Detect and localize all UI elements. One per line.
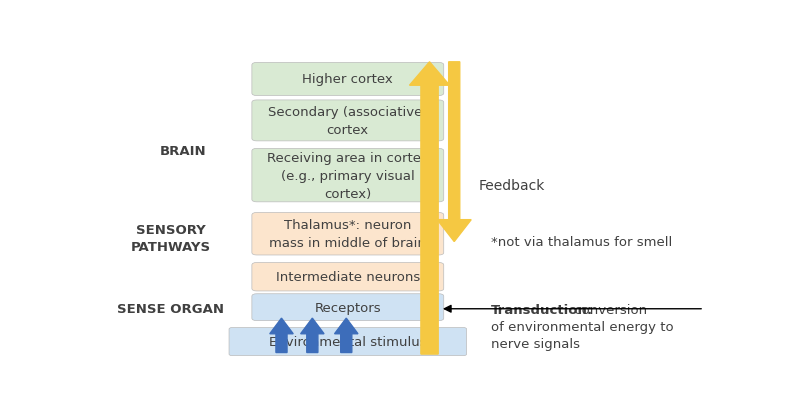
FancyArrow shape (270, 318, 293, 353)
FancyArrow shape (301, 318, 324, 353)
Text: Thalamus*: neuron
mass in middle of brain: Thalamus*: neuron mass in middle of brai… (269, 219, 426, 249)
FancyBboxPatch shape (252, 63, 443, 96)
Text: Feedback: Feedback (479, 179, 545, 193)
FancyBboxPatch shape (252, 213, 443, 256)
Text: Higher cortex: Higher cortex (302, 73, 393, 86)
Text: SENSE ORGAN: SENSE ORGAN (117, 303, 224, 315)
FancyArrow shape (334, 318, 358, 353)
Text: nerve signals: nerve signals (491, 337, 580, 350)
Text: SENSORY
PATHWAYS: SENSORY PATHWAYS (131, 224, 210, 254)
FancyBboxPatch shape (252, 149, 443, 202)
FancyBboxPatch shape (252, 263, 443, 291)
Text: conversion: conversion (570, 303, 646, 316)
Text: Secondary (associative)
cortex: Secondary (associative) cortex (268, 106, 427, 136)
Text: BRAIN: BRAIN (159, 145, 206, 158)
Text: Intermediate neurons: Intermediate neurons (275, 271, 420, 284)
FancyBboxPatch shape (252, 101, 443, 141)
Text: Environmental stimulus: Environmental stimulus (269, 335, 427, 348)
Text: of environmental energy to: of environmental energy to (491, 320, 674, 333)
FancyBboxPatch shape (229, 328, 466, 356)
Text: Receiving area in cortex
(e.g., primary visual
cortex): Receiving area in cortex (e.g., primary … (267, 151, 428, 200)
Text: Transduction:: Transduction: (491, 303, 594, 316)
FancyBboxPatch shape (252, 294, 443, 321)
Text: Receptors: Receptors (314, 301, 381, 314)
FancyArrow shape (409, 63, 450, 354)
Text: *not via thalamus for smell: *not via thalamus for smell (491, 235, 673, 248)
FancyArrow shape (437, 63, 471, 242)
